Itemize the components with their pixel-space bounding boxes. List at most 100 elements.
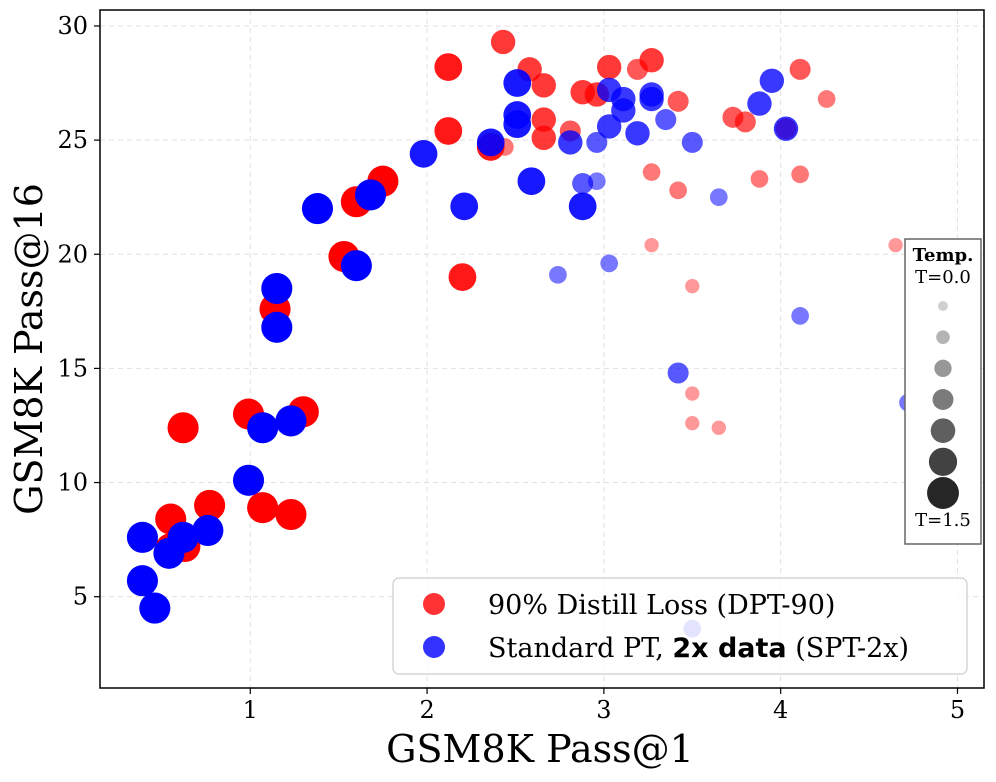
data-point bbox=[596, 54, 622, 80]
data-point bbox=[791, 307, 809, 325]
temperature-size-marker bbox=[930, 418, 956, 443]
y-tick-label: 15 bbox=[57, 354, 88, 382]
data-point bbox=[667, 90, 689, 112]
x-tick-label: 2 bbox=[419, 696, 434, 724]
data-point bbox=[275, 498, 307, 531]
temperature-size-marker bbox=[936, 330, 950, 344]
data-point bbox=[301, 193, 334, 225]
data-point bbox=[261, 311, 293, 343]
data-point bbox=[773, 116, 799, 141]
plot-area-frame bbox=[99, 9, 985, 689]
data-point bbox=[261, 272, 293, 305]
data-point bbox=[572, 172, 594, 195]
y-axis-label: GSM8K Pass@16 bbox=[7, 183, 51, 515]
data-point bbox=[611, 98, 636, 123]
temperature-legend-markers bbox=[927, 301, 959, 509]
legend-marker-dpt90 bbox=[423, 593, 445, 615]
data-point bbox=[655, 109, 677, 131]
series-spt2x-points bbox=[126, 68, 917, 638]
data-point bbox=[600, 254, 619, 273]
data-point bbox=[568, 192, 597, 221]
x-axis-ticks: 1 2 3 4 5 bbox=[243, 688, 965, 724]
y-tick-label: 5 bbox=[73, 583, 88, 611]
data-point bbox=[450, 192, 479, 221]
data-point bbox=[586, 131, 608, 153]
data-point bbox=[642, 163, 661, 181]
data-point bbox=[558, 130, 583, 155]
data-point bbox=[531, 107, 556, 132]
data-point bbox=[747, 91, 772, 116]
data-point bbox=[354, 179, 387, 211]
y-tick-label: 25 bbox=[57, 126, 88, 154]
y-tick-label: 30 bbox=[57, 12, 88, 40]
data-point bbox=[503, 69, 532, 97]
temperature-size-marker bbox=[928, 447, 958, 476]
data-point bbox=[167, 412, 199, 444]
data-point bbox=[490, 29, 516, 55]
y-tick-label: 20 bbox=[57, 240, 88, 268]
data-point bbox=[639, 48, 664, 73]
legend-label-spt2x-bold: 2x data bbox=[672, 633, 786, 664]
legend-label-spt2x: Standard PT, 2x data (SPT-2x) bbox=[488, 633, 909, 664]
data-point bbox=[639, 86, 664, 112]
data-point bbox=[340, 250, 372, 282]
data-point bbox=[888, 237, 903, 253]
x-axis-label: GSM8K Pass@1 bbox=[386, 727, 694, 771]
legend-box bbox=[392, 577, 968, 675]
data-point bbox=[644, 237, 659, 253]
data-point bbox=[167, 521, 199, 553]
data-point bbox=[247, 412, 279, 444]
temperature-legend-top-label: T=0.0 bbox=[915, 267, 971, 288]
data-point bbox=[711, 420, 726, 435]
data-point bbox=[139, 592, 171, 624]
data-point bbox=[734, 111, 756, 133]
x-tick-label: 1 bbox=[243, 696, 258, 724]
data-point bbox=[232, 464, 265, 496]
data-point bbox=[625, 121, 650, 146]
y-tick-label: 10 bbox=[57, 469, 88, 497]
data-point bbox=[247, 492, 279, 524]
data-point bbox=[531, 73, 556, 98]
data-point bbox=[476, 128, 505, 157]
data-point bbox=[596, 114, 622, 139]
temperature-size-marker bbox=[934, 359, 952, 377]
legend-marker-spt2x bbox=[423, 636, 445, 658]
data-point bbox=[549, 265, 567, 284]
temperature-size-marker bbox=[938, 301, 948, 311]
data-point bbox=[192, 514, 224, 547]
temperature-legend-bottom-label: T=1.5 bbox=[915, 510, 971, 531]
data-point bbox=[194, 489, 226, 521]
temperature-size-marker bbox=[927, 477, 959, 509]
data-point bbox=[750, 170, 769, 188]
series-legend: 90% Distill Loss (DPT-90) Standard PT, 2… bbox=[392, 577, 968, 675]
legend-label-spt2x-pre: Standard PT, bbox=[488, 633, 672, 664]
data-point bbox=[434, 117, 463, 145]
series-dpt90-points bbox=[155, 29, 903, 565]
data-point bbox=[709, 188, 728, 207]
data-point bbox=[817, 90, 836, 108]
temperature-legend-title: Temp. bbox=[913, 245, 974, 266]
data-point bbox=[587, 172, 606, 191]
y-axis-ticks: 5 10 15 20 25 30 bbox=[57, 12, 100, 611]
x-tick-label: 5 bbox=[950, 696, 965, 724]
x-tick-label: 4 bbox=[773, 696, 788, 724]
data-point bbox=[126, 565, 158, 597]
data-point bbox=[409, 139, 438, 168]
legend-label-dpt90: 90% Distill Loss (DPT-90) bbox=[488, 590, 835, 621]
data-point bbox=[531, 125, 556, 151]
data-point bbox=[448, 263, 477, 291]
data-point bbox=[517, 167, 546, 196]
data-point bbox=[685, 386, 700, 401]
data-point bbox=[685, 416, 700, 431]
data-point bbox=[503, 110, 532, 139]
data-point bbox=[669, 181, 687, 200]
x-tick-label: 3 bbox=[596, 696, 611, 724]
data-point bbox=[791, 165, 809, 184]
data-point bbox=[759, 68, 785, 93]
data-point bbox=[685, 279, 700, 294]
temperature-size-marker bbox=[932, 389, 954, 410]
temperature-legend: Temp. T=0.0 T=1.5 bbox=[904, 238, 982, 545]
legend-label-spt2x-post: (SPT-2x) bbox=[787, 633, 909, 664]
data-point bbox=[275, 405, 307, 437]
